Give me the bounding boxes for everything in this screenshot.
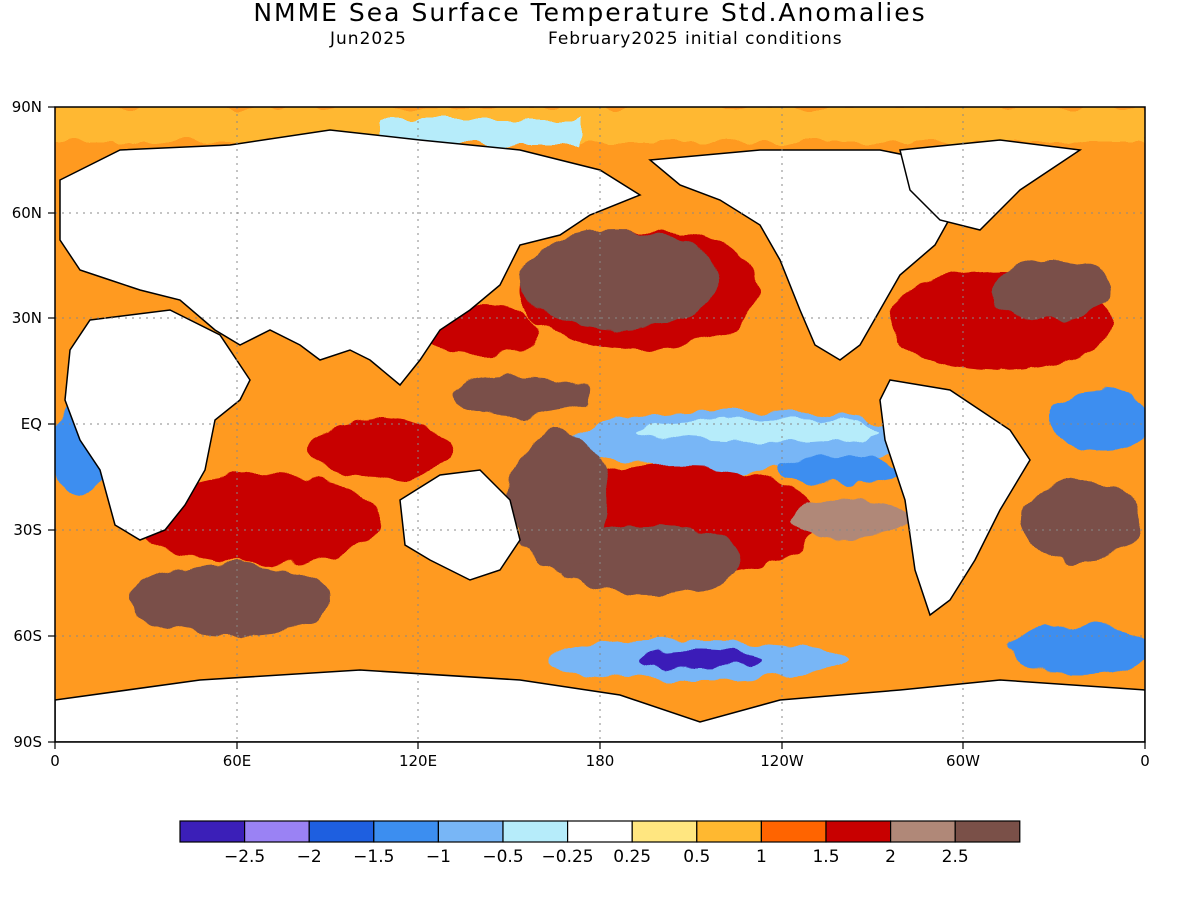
colorbar-swatch xyxy=(889,820,956,843)
colorbar-label: −0.5 xyxy=(482,847,523,867)
longitude-labels: 0 60E 120E 180 120W 60W 0 xyxy=(50,752,1150,770)
colorbar-swatch xyxy=(760,820,827,843)
colorbar-swatch xyxy=(308,820,375,843)
latitude-labels: 90N 60N 30N EQ 30S 60S 90S xyxy=(12,98,42,751)
colorbar-label: 2 xyxy=(885,847,896,867)
colorbar-label: 1 xyxy=(756,847,767,867)
colorbar-swatch xyxy=(566,820,633,843)
colorbar-label: −2 xyxy=(297,847,322,867)
lon-label: 120W xyxy=(760,752,804,770)
lon-label: 60W xyxy=(946,752,980,770)
colorbar-label: −1.5 xyxy=(353,847,394,867)
colorbar-swatch xyxy=(631,820,698,843)
lat-label: 30S xyxy=(13,521,42,539)
colorbar-swatch xyxy=(696,820,762,843)
lat-label: 90S xyxy=(13,733,42,751)
colorbar-swatch xyxy=(502,820,569,843)
colorbar-label: 0.25 xyxy=(613,847,651,867)
colorbar-swatch xyxy=(437,820,504,843)
graticule xyxy=(55,107,1145,742)
lon-label: 120E xyxy=(399,752,437,770)
colorbar-swatch xyxy=(179,820,246,843)
colorbar-swatch xyxy=(825,820,892,843)
colorbar: −2.5 −2 −1.5 −1 −0.5 −0.25 0.25 0.5 1 1.5 2 2.5 xyxy=(179,820,1021,867)
map-title: NMME Sea Surface Temperature Std.Anomali… xyxy=(253,0,927,27)
colorbar-label: −2.5 xyxy=(224,847,265,867)
axis-ticks xyxy=(48,106,1146,749)
colorbar-swatch xyxy=(954,820,1021,843)
landmasses xyxy=(55,129,1145,742)
forecast-month: Jun2025 xyxy=(330,29,407,49)
colorbar-label: 1.5 xyxy=(812,847,839,867)
colorbar-label: −1 xyxy=(426,847,451,867)
colorbar-swatch xyxy=(244,820,310,843)
lon-label: 60E xyxy=(223,752,252,770)
lon-label: 0 xyxy=(1140,752,1150,770)
lat-label: EQ xyxy=(21,415,42,433)
lon-label: 180 xyxy=(586,752,615,770)
lat-label: 60N xyxy=(12,204,42,222)
colorbar-label: 0.5 xyxy=(683,847,710,867)
colorbar-label: 2.5 xyxy=(942,847,969,867)
lat-label: 60S xyxy=(13,627,42,645)
lat-label: 90N xyxy=(12,98,42,116)
lon-label: 0 xyxy=(50,752,60,770)
initial-conditions: February2025 initial conditions xyxy=(548,29,843,49)
lat-label: 30N xyxy=(12,309,42,327)
colorbar-label: −0.25 xyxy=(542,847,594,867)
colorbar-swatch xyxy=(373,820,439,843)
